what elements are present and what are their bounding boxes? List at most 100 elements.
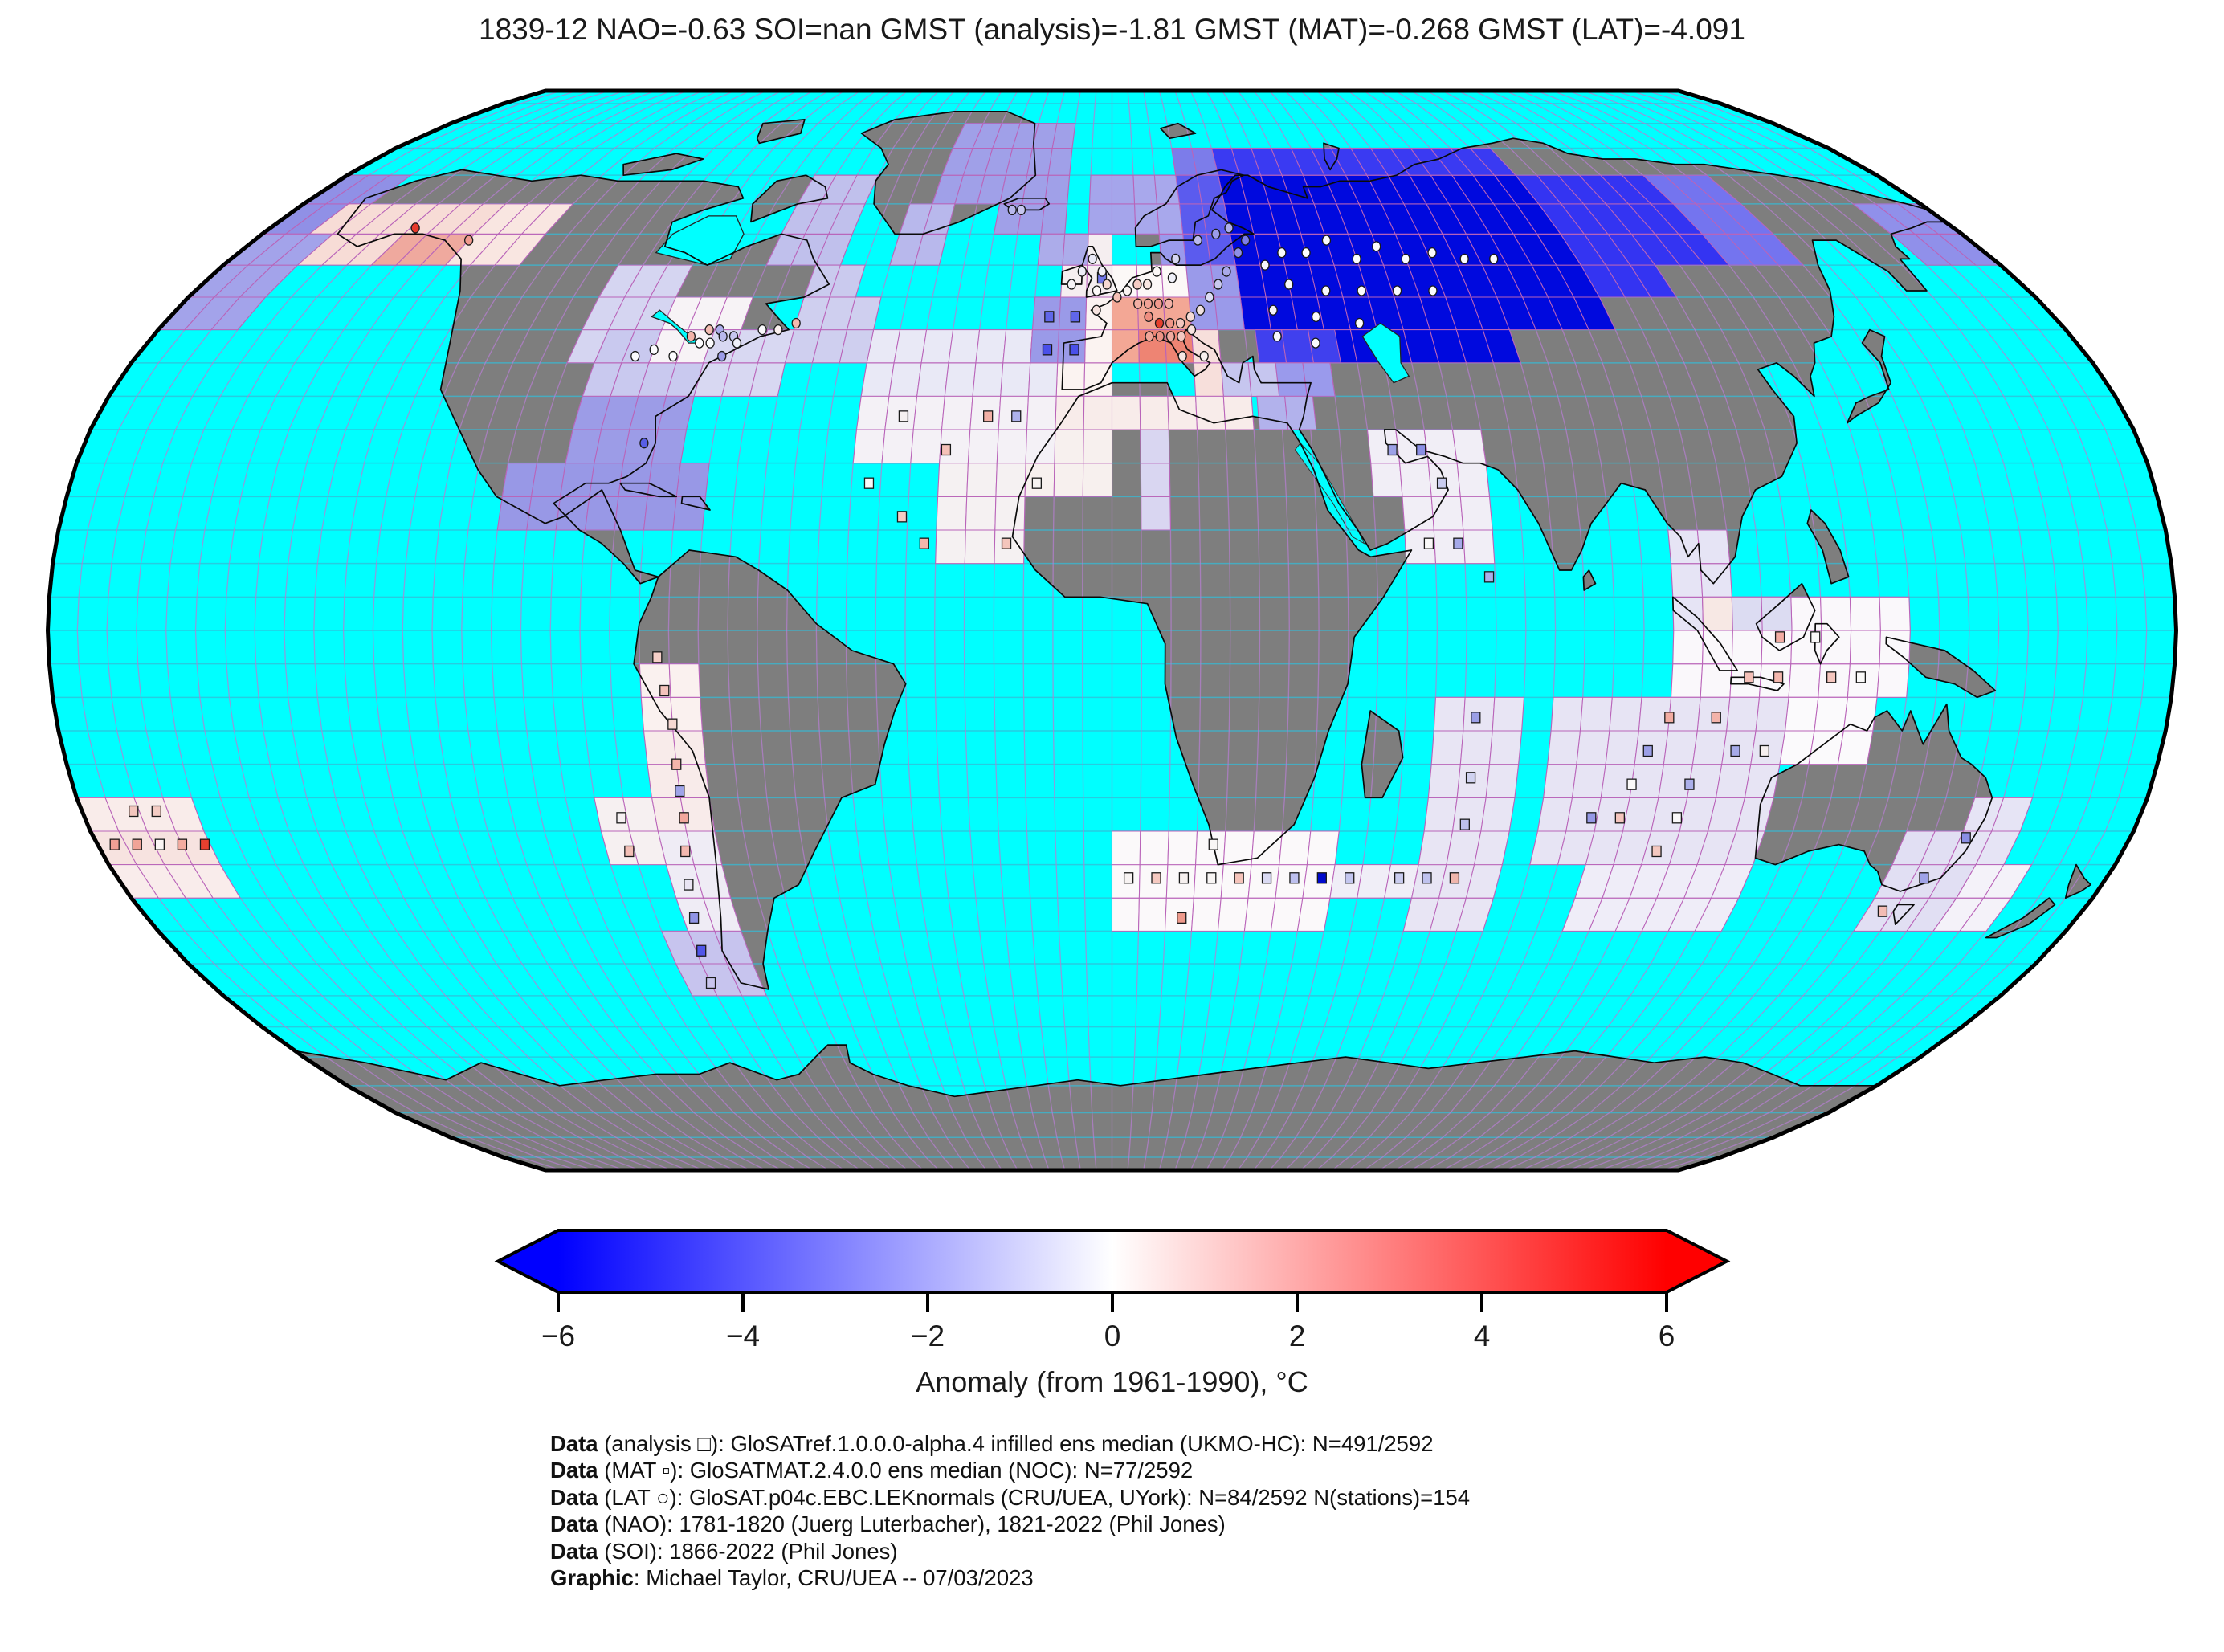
lat-circle-marker	[1152, 266, 1161, 277]
coastline-path	[1134, 169, 1245, 247]
mat-square-marker	[1289, 872, 1300, 884]
lat-circle-marker	[1401, 253, 1410, 265]
anomaly-cell	[1279, 830, 1312, 866]
anomaly-cell	[657, 395, 695, 430]
lat-circle-marker	[1176, 317, 1185, 329]
anomaly-cell	[1247, 362, 1280, 397]
mat-square-marker	[1422, 872, 1432, 884]
mat-square-marker	[1042, 344, 1053, 356]
anomaly-cell	[1022, 174, 1049, 205]
lat-circle-marker	[668, 350, 678, 362]
map-outline	[45, 88, 2179, 1173]
coastline-path	[1847, 328, 1892, 424]
anomaly-cell	[966, 463, 998, 497]
anomaly-cell	[1040, 203, 1068, 235]
anomaly-cell	[1814, 696, 1848, 732]
coastline-path	[1081, 246, 1118, 298]
lat-circle-marker	[732, 337, 742, 349]
coastline-path	[1892, 904, 1915, 925]
anomaly-cell	[1306, 830, 1340, 866]
coastline-path	[1885, 636, 1997, 699]
lat-circle-marker	[773, 324, 783, 336]
coastline-path	[1814, 622, 1840, 665]
anomaly-cell	[1879, 596, 1911, 631]
anomaly-cell	[1982, 864, 2033, 899]
anomaly-cell	[1053, 463, 1084, 497]
coastline-path	[1754, 703, 1993, 892]
anomaly-cell	[1684, 174, 1742, 205]
coastline-path	[633, 549, 907, 990]
coastline-path	[1755, 582, 1816, 651]
land-polygon	[1807, 510, 1849, 584]
colorbar-tick-label: 2	[1289, 1320, 1306, 1352]
anomaly-cell	[1849, 596, 1881, 631]
lat-circle-marker	[464, 235, 474, 246]
anomaly-cell	[1744, 764, 1781, 798]
anomaly-cell	[1082, 463, 1113, 497]
footnote-mat: Data (MAT ▫): GloSATMAT.2.4.0.0 ens medi…	[550, 1458, 1194, 1483]
anomaly-cell	[1156, 203, 1184, 235]
anomaly-cell	[1026, 395, 1057, 430]
mat-square-marker	[1684, 778, 1695, 790]
graticule-meridian-line	[1568, 90, 1970, 1171]
mat-square-marker	[667, 718, 678, 730]
mat-square-marker	[154, 838, 165, 850]
anomaly-cell	[1492, 696, 1524, 732]
lat-circle-marker	[1233, 247, 1243, 259]
anomaly-cell	[1696, 529, 1731, 565]
anomaly-cell	[1700, 663, 1732, 698]
coastline-path	[1671, 596, 1739, 671]
coastline-path	[750, 174, 829, 223]
mat-square-marker	[1261, 872, 1272, 884]
anomaly-cell	[1051, 123, 1076, 149]
anomaly-cell	[1790, 596, 1822, 631]
mat-square-marker	[1453, 537, 1463, 549]
mat-square-marker	[1626, 778, 1637, 790]
lat-circle-marker	[410, 222, 420, 234]
anomaly-cell	[964, 529, 996, 565]
mat-square-marker	[1877, 905, 1888, 917]
mat-square-marker	[898, 410, 909, 422]
mat-square-marker	[652, 651, 663, 663]
lat-circle-marker	[1185, 311, 1195, 323]
anomaly-cell	[1430, 730, 1464, 765]
lat-circle-marker	[1193, 235, 1202, 246]
mat-square-marker	[696, 944, 707, 957]
anomaly-cell	[668, 663, 701, 698]
anomaly-cell	[910, 429, 943, 464]
anomaly-cell	[1111, 329, 1140, 364]
anomaly-cell	[965, 496, 997, 531]
mat-square-marker	[684, 879, 694, 891]
mat-square-marker	[132, 838, 142, 850]
mat-square-marker	[1178, 872, 1190, 884]
anomaly-cell	[1062, 233, 1089, 266]
lat-circle-marker	[686, 331, 696, 342]
mat-square-marker	[1001, 537, 1012, 549]
footnote-credit: Graphic: Michael Taylor, CRU/UEA -- 07/0…	[550, 1565, 1034, 1591]
anomaly-cell	[1842, 696, 1878, 732]
anomaly-cell	[1731, 630, 1763, 665]
anomaly-cell	[1214, 296, 1245, 331]
anomaly-cell	[1141, 496, 1171, 531]
anomaly-cell	[1083, 429, 1113, 464]
lat-circle-marker	[1097, 266, 1107, 277]
anomaly-cell	[1193, 362, 1224, 397]
mat-square-marker	[1855, 671, 1867, 683]
anomaly-cell	[1726, 696, 1761, 732]
graticule-meridian-line	[934, 90, 1018, 1171]
anomaly-cell	[1430, 496, 1464, 531]
coastline-path	[1582, 569, 1597, 591]
coastline-path	[756, 118, 806, 145]
lat-circle-marker	[1067, 279, 1076, 290]
mat-square-marker	[659, 684, 670, 697]
anomaly-cell	[948, 329, 981, 364]
mat-square-marker	[705, 977, 716, 989]
mat-square-marker	[1044, 311, 1055, 323]
lat-circle-marker	[1164, 298, 1173, 309]
anomaly-cell	[1451, 429, 1487, 464]
anomaly-cell	[1137, 897, 1167, 932]
colorbar-gradient-bar	[494, 1229, 1731, 1294]
mat-square-marker	[624, 845, 635, 858]
lat-circle-marker	[1211, 228, 1221, 239]
colorbar-tick-label: −6	[541, 1320, 575, 1352]
